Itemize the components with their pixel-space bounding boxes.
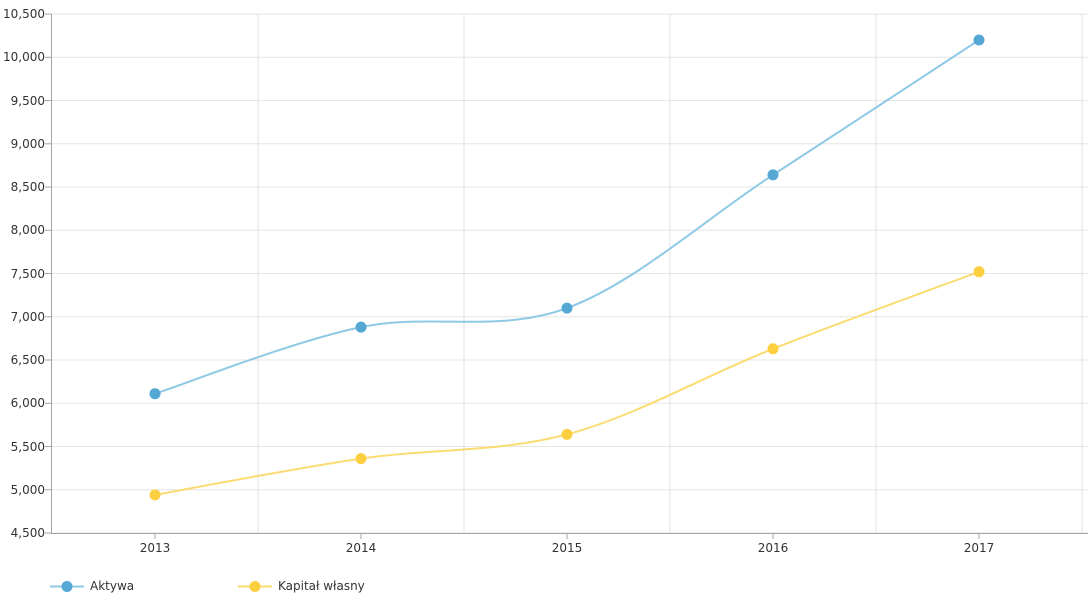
legend-item-aktywa[interactable]: Aktywa <box>50 579 134 593</box>
y-axis-label: 5,500 <box>10 439 45 454</box>
y-axis-label: 9,500 <box>10 93 45 108</box>
data-point-aktywa-2016[interactable] <box>767 169 779 181</box>
x-axis-label: 2016 <box>757 541 789 555</box>
x-axis-label: 2015 <box>551 541 583 555</box>
y-axis-label: 7,500 <box>10 266 45 281</box>
x-axis-label: 2014 <box>345 541 377 555</box>
data-point-aktywa-2015[interactable] <box>561 302 573 314</box>
data-point-kapita-w-asny-2014[interactable] <box>355 453 367 465</box>
data-point-kapita-w-asny-2013[interactable] <box>149 489 161 501</box>
y-axis-label: 9,000 <box>10 136 45 151</box>
legend-marker-icon <box>50 580 84 592</box>
legend-marker-icon <box>238 580 272 592</box>
y-axis-label: 7,000 <box>10 309 45 324</box>
data-point-kapita-w-asny-2017[interactable] <box>973 266 985 278</box>
data-point-aktywa-2017[interactable] <box>973 34 985 46</box>
data-point-kapita-w-asny-2016[interactable] <box>767 343 779 355</box>
x-axis-label: 2017 <box>963 541 995 555</box>
y-axis-label: 10,500 <box>3 7 45 21</box>
data-point-aktywa-2013[interactable] <box>149 388 161 400</box>
series-line-aktywa <box>154 39 980 395</box>
data-point-aktywa-2014[interactable] <box>355 321 367 333</box>
data-point-kapita-w-asny-2015[interactable] <box>561 428 573 440</box>
legend-label: Kapitał własny <box>278 579 365 593</box>
y-axis-label: 6,000 <box>10 396 45 411</box>
x-axis-label: 2013 <box>139 541 171 555</box>
y-axis-label: 10,000 <box>3 50 45 65</box>
legend-item-kapital-wlasny[interactable]: Kapitał własny <box>238 579 365 593</box>
y-axis-label: 6,500 <box>10 353 45 367</box>
y-axis-label: 4,500 <box>10 526 45 540</box>
y-axis-label: 8,500 <box>10 180 45 194</box>
legend-label: Aktywa <box>90 579 135 593</box>
y-axis-label: 5,000 <box>10 482 45 497</box>
y-axis-label: 8,000 <box>10 223 45 238</box>
